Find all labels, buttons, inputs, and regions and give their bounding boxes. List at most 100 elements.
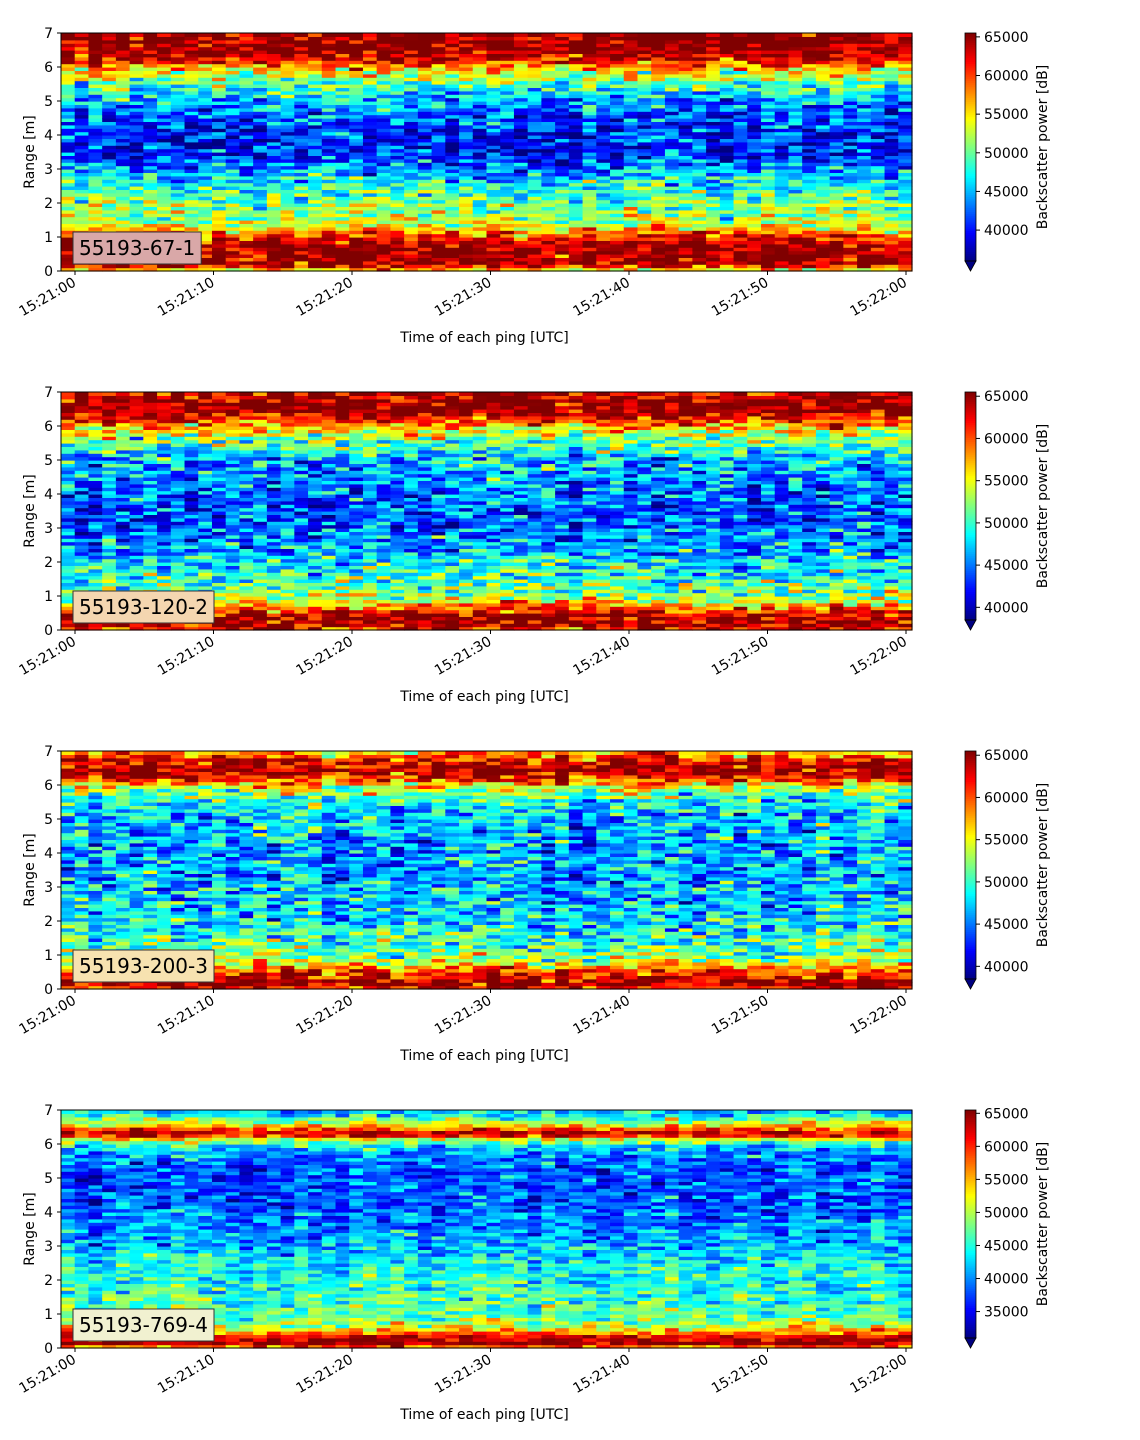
heatmap-cell — [871, 193, 885, 197]
heatmap-cell — [761, 264, 775, 268]
heatmap-cell — [322, 210, 336, 214]
heatmap-cell — [555, 227, 569, 231]
heatmap-cell — [788, 166, 802, 170]
heatmap-cell — [734, 159, 748, 163]
heatmap-cell — [185, 264, 199, 268]
heatmap-cell — [88, 392, 102, 396]
heatmap-cell — [267, 149, 281, 153]
heatmap-cell — [377, 132, 391, 136]
heatmap-cell — [596, 183, 610, 187]
heatmap-cell — [528, 234, 542, 238]
heatmap-cell — [775, 244, 789, 248]
heatmap-cell — [445, 142, 459, 146]
heatmap-cell — [665, 166, 679, 170]
heatmap-cell — [596, 142, 610, 146]
heatmap-cell — [226, 142, 240, 146]
heatmap-cell — [816, 33, 830, 37]
heatmap-cell — [336, 159, 350, 163]
heatmap-cell — [898, 183, 912, 187]
heatmap-cell — [116, 183, 130, 187]
heatmap-cell — [336, 244, 350, 248]
heatmap-cell — [390, 234, 404, 238]
heatmap-cell — [610, 227, 624, 231]
heatmap-cell — [720, 183, 734, 187]
heatmap-cell — [802, 244, 816, 248]
heatmap-cell — [130, 142, 144, 146]
heatmap-cell — [212, 200, 226, 204]
heatmap-cell — [294, 183, 308, 187]
heatmap-cell — [308, 234, 322, 238]
heatmap-cell — [830, 217, 844, 221]
heatmap-cell — [281, 244, 295, 248]
heatmap-cell — [583, 200, 597, 204]
heatmap-cell — [322, 264, 336, 268]
heatmap-cell — [720, 33, 734, 37]
heatmap-cell — [61, 470, 75, 474]
heatmap-cell — [775, 149, 789, 153]
heatmap-cell — [665, 132, 679, 136]
heatmap-cell — [788, 33, 802, 37]
heatmap-cell — [239, 166, 253, 170]
heatmap-cell — [294, 210, 308, 214]
heatmap-cell — [212, 33, 226, 37]
heatmap-cell — [308, 159, 322, 163]
heatmap-cell — [459, 234, 473, 238]
heatmap-cell — [445, 234, 459, 238]
heatmap-cell — [267, 227, 281, 231]
heatmap-cell — [610, 193, 624, 197]
heatmap-cell — [239, 234, 253, 238]
heatmap-cell — [445, 33, 459, 37]
heatmap-cell — [734, 264, 748, 268]
heatmap-cell — [624, 132, 638, 136]
heatmap-cell — [418, 193, 432, 197]
heatmap-cell — [404, 193, 418, 197]
heatmap-cell — [843, 264, 857, 268]
heatmap-cell — [116, 470, 130, 474]
heatmap-cell — [734, 200, 748, 204]
heatmap-cell — [102, 227, 116, 231]
heatmap-cell — [185, 166, 199, 170]
heatmap-cell — [665, 183, 679, 187]
heatmap-cell — [171, 264, 185, 268]
heatmap-cell — [198, 217, 212, 221]
heatmap-cell — [830, 264, 844, 268]
heatmap-cell — [541, 176, 555, 180]
heatmap-cell — [308, 149, 322, 153]
heatmap-cell — [336, 251, 350, 255]
heatmap-cell — [898, 217, 912, 221]
heatmap-cell — [418, 176, 432, 180]
heatmap-cell — [500, 193, 514, 197]
heatmap-cell — [267, 251, 281, 255]
heatmap-cell — [157, 33, 171, 37]
heatmap-cell — [185, 142, 199, 146]
heatmap-cell — [88, 264, 102, 268]
heatmap-cell — [212, 217, 226, 221]
heatmap-cell — [487, 264, 501, 268]
heatmap-cell — [212, 234, 226, 238]
heatmap-cell — [116, 159, 130, 163]
heatmap-cell — [143, 142, 157, 146]
heatmap-cell — [473, 227, 487, 231]
heatmap-cell — [185, 193, 199, 197]
heatmap-cell — [88, 402, 102, 406]
heatmap-cell — [308, 183, 322, 187]
heatmap-cell — [761, 132, 775, 136]
heatmap-cell — [61, 504, 75, 508]
heatmap-cell — [349, 227, 363, 231]
heatmap-cell — [281, 33, 295, 37]
heatmap-cell — [871, 251, 885, 255]
heatmap-cell — [651, 227, 665, 231]
heatmap-cell — [130, 392, 144, 396]
heatmap-cell — [212, 132, 226, 136]
heatmap-cell — [253, 264, 267, 268]
heatmap-cell — [651, 166, 665, 170]
heatmap-cell — [528, 217, 542, 221]
heatmap-cell — [665, 149, 679, 153]
heatmap-cell — [816, 166, 830, 170]
heatmap-cell — [226, 227, 240, 231]
heatmap-cell — [281, 217, 295, 221]
heatmap-cell — [212, 210, 226, 214]
heatmap-cell — [885, 217, 899, 221]
heatmap-cell — [102, 159, 116, 163]
heatmap-cell — [679, 251, 693, 255]
